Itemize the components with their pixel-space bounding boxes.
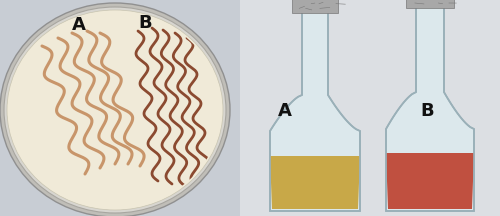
Bar <box>0 0 240 216</box>
Polygon shape <box>386 6 474 211</box>
Bar <box>292 0 338 13</box>
Ellipse shape <box>4 7 226 213</box>
Text: A: A <box>278 102 292 120</box>
Polygon shape <box>270 11 360 211</box>
Bar <box>406 0 454 8</box>
Ellipse shape <box>0 3 230 216</box>
Ellipse shape <box>7 10 223 210</box>
Text: B: B <box>420 102 434 120</box>
Text: A: A <box>72 16 86 34</box>
Text: B: B <box>138 14 151 32</box>
Polygon shape <box>270 156 360 209</box>
Polygon shape <box>386 153 474 209</box>
